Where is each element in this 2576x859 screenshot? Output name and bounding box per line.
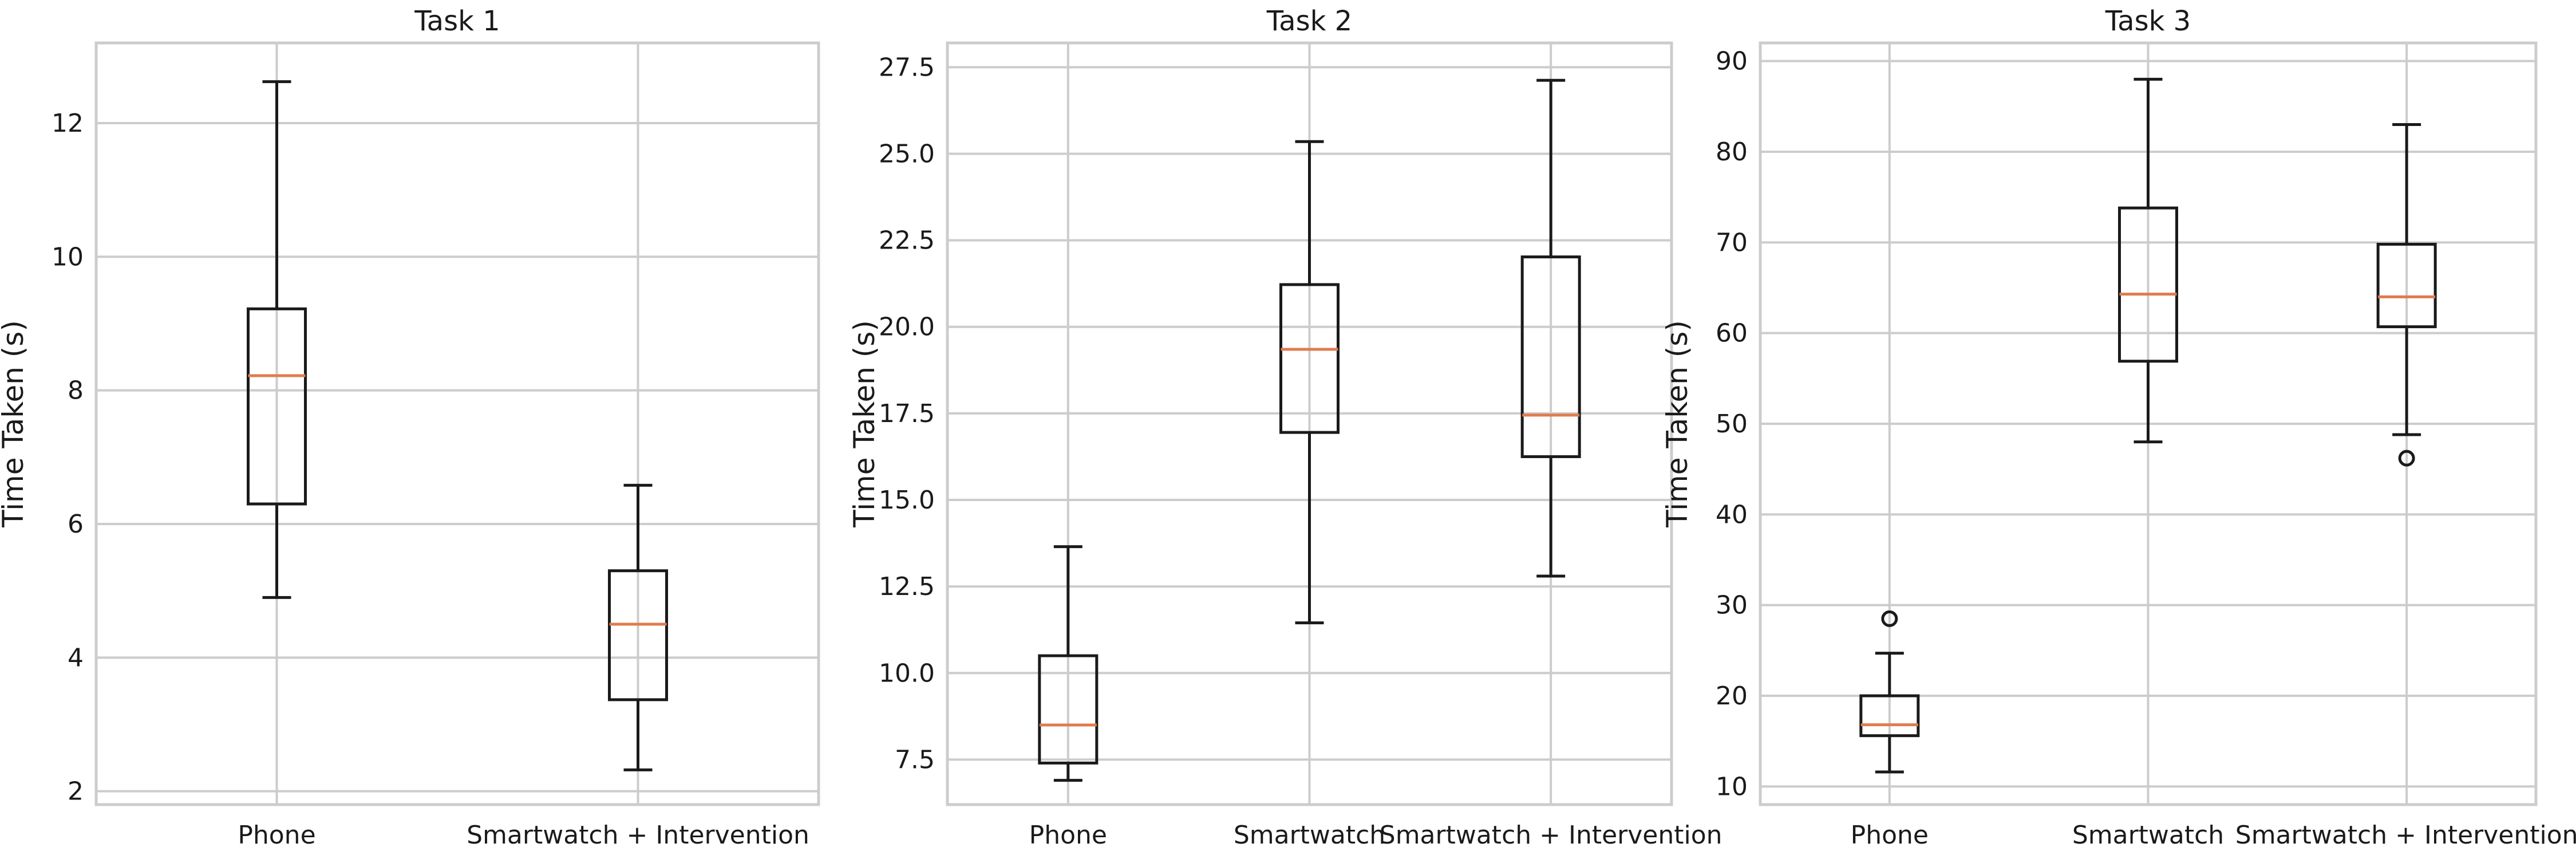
box-2	[608, 483, 668, 771]
y-tick-label: 8	[68, 376, 84, 405]
outlier-point	[2398, 450, 2415, 467]
y-tick-label: 90	[1716, 47, 1748, 76]
outlier-point	[1881, 610, 1898, 627]
panel-title: Task 1	[414, 5, 500, 37]
panel-2: 7.5 10.0 12.5 15.0 17.5 20.0 22.5 25.0 27.5 Phone…	[848, 5, 1722, 850]
panel-1: 2 4 6 8 10 12 Phone Smartwatch + Intervention Ta…	[0, 5, 820, 850]
y-tick-label: 20.0	[879, 313, 935, 342]
plot-frame	[1759, 41, 2538, 806]
x-category-label: Phone	[238, 821, 315, 850]
y-tick-label: 30	[1716, 591, 1748, 620]
box-2	[1279, 140, 1340, 625]
y-tick-label: 60	[1716, 319, 1748, 348]
y-axis-label: Time Taken (s)	[0, 320, 30, 528]
y-tick-label: 15.0	[879, 486, 935, 515]
iqr-box	[1279, 283, 1340, 434]
y-tick-label: 12.5	[879, 572, 935, 601]
iqr-box	[2118, 206, 2178, 363]
y-tick-label: 50	[1716, 409, 1748, 439]
y-tick-label: 4	[68, 643, 84, 672]
box-1	[1038, 545, 1099, 782]
y-axis-label: Time Taken (s)	[1661, 320, 1694, 528]
y-tick-label: 80	[1716, 137, 1748, 167]
y-tick-label: 12	[52, 109, 84, 138]
plot-frame	[94, 41, 820, 806]
box-2	[2118, 77, 2178, 444]
iqr-box	[1038, 654, 1099, 765]
iqr-box	[247, 307, 307, 506]
panel-title: Task 3	[2105, 5, 2191, 37]
y-tick-label: 40	[1716, 500, 1748, 529]
box-1	[247, 80, 307, 599]
y-tick-label: 17.5	[879, 399, 935, 428]
y-axis-label: Time Taken (s)	[848, 320, 881, 528]
iqr-box	[608, 569, 668, 702]
x-category-label: Smartwatch	[2072, 821, 2224, 850]
iqr-box	[2376, 243, 2437, 329]
x-category-label: Smartwatch + Intervention	[2235, 821, 2576, 850]
y-tick-label: 27.5	[879, 53, 935, 82]
y-tick-label: 10	[52, 242, 84, 271]
y-tick-label: 6	[68, 510, 84, 539]
y-tick-label: 70	[1716, 228, 1748, 257]
y-tick-label: 2	[68, 777, 84, 806]
box-3	[1520, 78, 1581, 578]
x-category-label: Phone	[1851, 821, 1929, 850]
iqr-box	[1520, 255, 1581, 458]
y-tick-label: 25.0	[879, 139, 935, 168]
y-tick-label: 22.5	[879, 226, 935, 255]
x-category-label: Phone	[1029, 821, 1107, 850]
panel-3: 10 20 30 40 50 60 70 80 90 Phone Smartwatch Smartwa…	[1661, 5, 2576, 850]
box-3	[2376, 123, 2437, 467]
iqr-box	[1859, 694, 1920, 738]
y-tick-label: 10	[1716, 772, 1748, 801]
x-category-label: Smartwatch	[1234, 821, 1385, 850]
plot-frame	[946, 41, 1673, 806]
y-tick-label: 7.5	[895, 745, 935, 774]
x-category-label: Smartwatch + Intervention	[467, 821, 809, 850]
panel-title: Task 2	[1266, 5, 1352, 37]
y-tick-label: 10.0	[879, 659, 935, 688]
y-tick-label: 20	[1716, 681, 1748, 711]
box-1	[1859, 610, 1920, 774]
x-category-label: Smartwatch + Intervention	[1380, 821, 1722, 850]
